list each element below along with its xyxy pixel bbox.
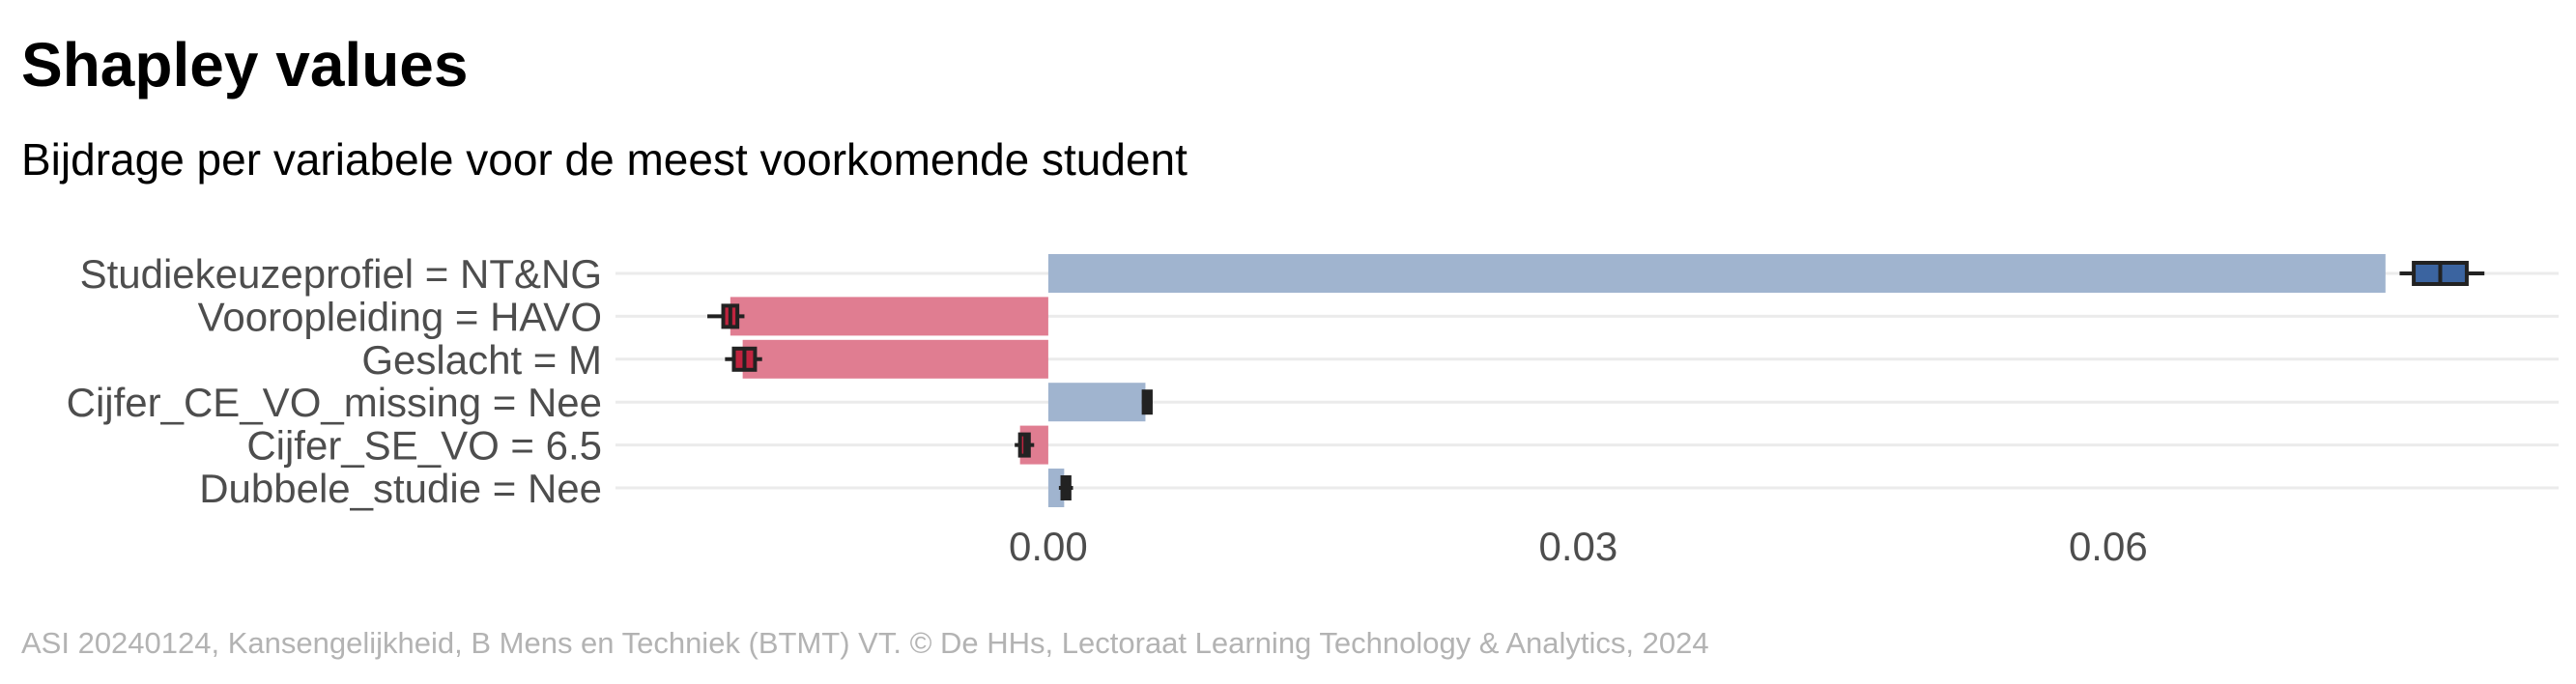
x-tick-label-0: 0.00 — [1009, 524, 1088, 569]
y-label-2: Geslacht = M — [361, 337, 602, 383]
bar-0 — [1047, 254, 2386, 293]
bar-1 — [730, 297, 1048, 336]
chart-title: Shapley values — [21, 30, 469, 100]
y-label-0: Studiekeuzeprofiel = NT&NG — [80, 251, 602, 297]
y-axis-labels: Studiekeuzeprofiel = NT&NGVooropleiding … — [67, 251, 602, 511]
bar-5 — [1047, 469, 1065, 507]
x-tick-label-1: 0.03 — [1538, 524, 1617, 569]
bars — [730, 254, 2386, 507]
x-tick-label-2: 0.06 — [2069, 524, 2148, 569]
boxplots — [707, 261, 2485, 500]
y-label-4: Cijfer_SE_VO = 6.5 — [246, 423, 602, 469]
y-label-3: Cijfer_CE_VO_missing = Nee — [67, 380, 602, 425]
y-label-5: Dubbele_studie = Nee — [199, 466, 602, 511]
y-label-1: Vooropleiding = HAVO — [198, 294, 602, 339]
chart-subtitle: Bijdrage per variabele voor de meest voo… — [21, 134, 1188, 185]
bar-3 — [1047, 383, 1146, 422]
x-axis-labels: 0.00 0.03 0.06 — [1009, 524, 2148, 569]
bar-2 — [742, 339, 1048, 379]
chart-caption: ASI 20240124, Kansengelijkheid, B Mens e… — [21, 626, 1709, 660]
